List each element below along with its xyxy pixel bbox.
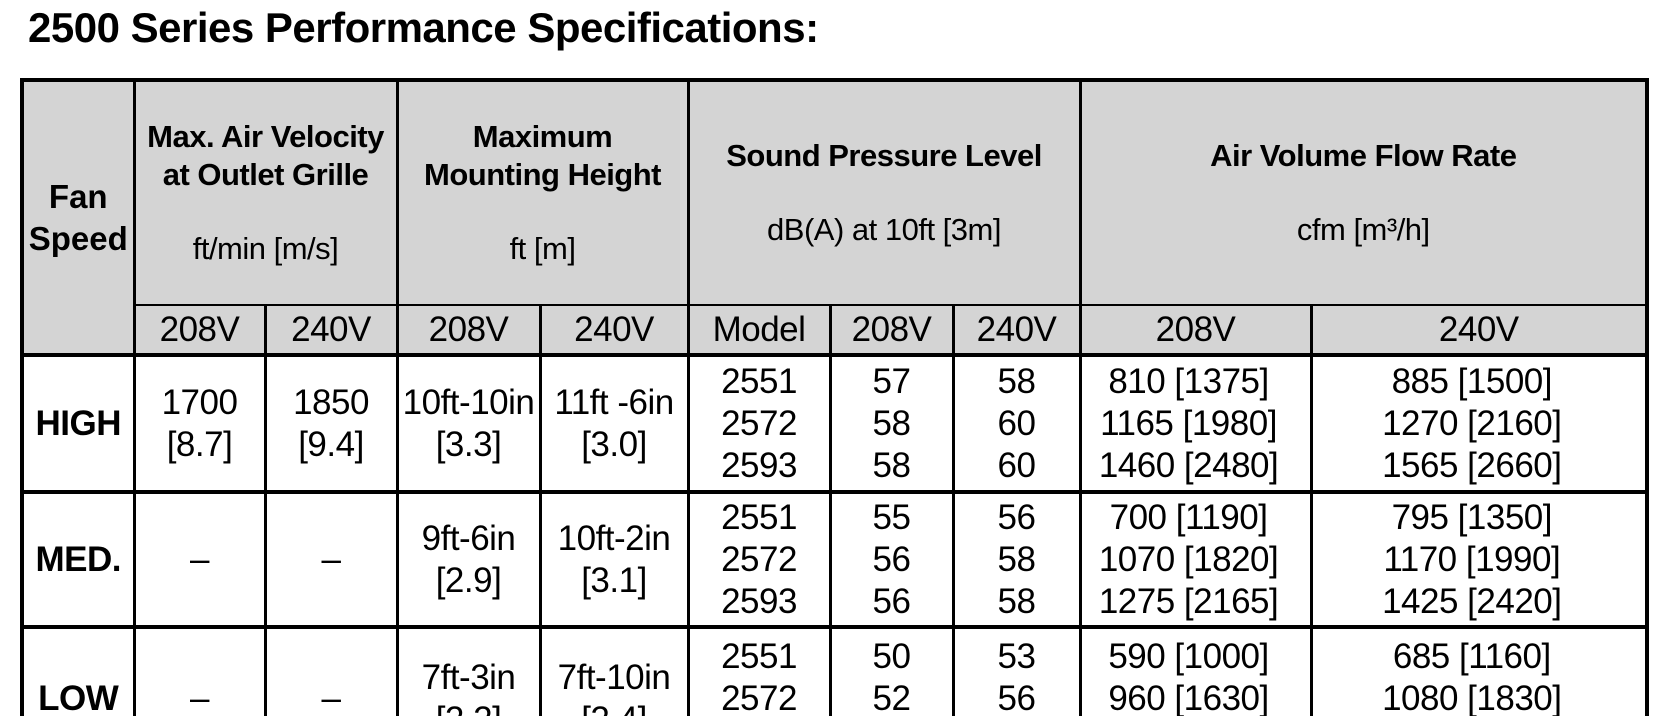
subheader-sound-240v: 240V <box>951 304 1082 357</box>
air-velocity-208v-cell: 1700 [8.7] <box>132 353 267 494</box>
page-title: 2500 Series Performance Specifications: <box>28 4 819 51</box>
models-cell: 2551 2572 2593 <box>686 353 832 494</box>
sound-208v-cell: 55 56 56 <box>828 490 955 629</box>
table-row-med: MED. – – 9ft-6in [2.9] 10ft-2in [3.1] 25… <box>20 490 1649 629</box>
airflow-240v-cell: 795 [1350] 1170 [1990] 1425 [2420] <box>1309 490 1649 629</box>
subheader-model: Model <box>686 304 832 357</box>
subheader-flow-208v: 208V <box>1078 304 1313 357</box>
airflow-240v-cell: 885 [1500] 1270 [2160] 1565 [2660] <box>1309 353 1649 494</box>
models-cell: 2551 2572 2593 <box>686 490 832 629</box>
header-mounting-height: Maximum Mounting Height ft [m] <box>395 78 690 306</box>
spec-table: Fan Speed Max. Air Velocity at Outlet Gr… <box>20 78 1650 716</box>
header-group-row: Fan Speed Max. Air Velocity at Outlet Gr… <box>20 78 1649 357</box>
sound-208v-cell: 57 58 58 <box>828 353 955 494</box>
air-velocity-208v-cell: – <box>132 490 267 629</box>
header-sound-pressure: Sound Pressure Level dB(A) at 10ft [3m] <box>686 78 1082 306</box>
header-sound-pressure-units: dB(A) at 10ft [3m] <box>767 212 1001 247</box>
sound-240v-cell: 53 56 56 <box>951 625 1082 716</box>
mounting-height-208v-cell: 7ft-3in [2.2] <box>395 625 542 716</box>
subheader-mount-240v: 240V <box>538 304 690 357</box>
header-air-volume: Air Volume Flow Rate cfm [m³/h] <box>1078 78 1649 306</box>
fan-speed-label: MED. <box>20 490 136 629</box>
table-row-low: LOW – – 7ft-3in [2.2] 7ft-10in [2.4] 255… <box>20 625 1649 716</box>
air-velocity-208v-cell: – <box>132 625 267 716</box>
fan-speed-label: HIGH <box>20 353 136 494</box>
airflow-240v-cell: 685 [1160] 1080 [1830] 1250 [2120] <box>1309 625 1649 716</box>
air-velocity-240v-cell: – <box>263 625 399 716</box>
header-fan-speed: Fan Speed <box>20 78 136 357</box>
header-air-volume-units: cfm [m³/h] <box>1296 212 1430 247</box>
header-mounting-height-title: Maximum Mounting Height <box>424 119 662 192</box>
mounting-height-208v-cell: 9ft-6in [2.9] <box>395 490 542 629</box>
header-air-velocity: Max. Air Velocity at Outlet Grille ft/mi… <box>132 78 399 306</box>
sound-240v-cell: 58 60 60 <box>951 353 1082 494</box>
mounting-height-240v-cell: 10ft-2in [3.1] <box>538 490 690 629</box>
fan-speed-label: LOW <box>20 625 136 716</box>
airflow-208v-cell: 590 [1000] 960 [1630] 1070 [1820] <box>1078 625 1313 716</box>
header-air-velocity-title: Max. Air Velocity at Outlet Grille <box>147 119 384 192</box>
header-air-volume-title: Air Volume Flow Rate <box>1210 138 1517 173</box>
sound-208v-cell: 50 52 52 <box>828 625 955 716</box>
subheader-velocity-208v: 208V <box>132 304 267 357</box>
header-sound-pressure-title: Sound Pressure Level <box>726 138 1042 173</box>
header-sub-row: 208V 240V 208V 240V Model 208V 240V 208V… <box>22 304 1649 357</box>
header-mounting-height-units: ft [m] <box>509 231 576 266</box>
models-cell: 2551 2572 2593 <box>686 625 832 716</box>
subheader-velocity-240v: 240V <box>263 304 399 357</box>
mounting-height-240v-cell: 11ft -6in [3.0] <box>538 353 690 494</box>
mounting-height-240v-cell: 7ft-10in [2.4] <box>538 625 690 716</box>
airflow-208v-cell: 700 [1190] 1070 [1820] 1275 [2165] <box>1078 490 1313 629</box>
sound-240v-cell: 56 58 58 <box>951 490 1082 629</box>
subheader-flow-240v: 240V <box>1309 304 1649 357</box>
mounting-height-208v-cell: 10ft-10in [3.3] <box>395 353 542 494</box>
table-row-high: HIGH 1700 [8.7] 1850 [9.4] 10ft-10in [3.… <box>20 353 1649 494</box>
subheader-mount-208v: 208V <box>395 304 542 357</box>
air-velocity-240v-cell: 1850 [9.4] <box>263 353 399 494</box>
air-velocity-240v-cell: – <box>263 490 399 629</box>
subheader-sound-208v: 208V <box>828 304 955 357</box>
header-air-velocity-units: ft/min [m/s] <box>192 231 339 266</box>
airflow-208v-cell: 810 [1375] 1165 [1980] 1460 [2480] <box>1078 353 1313 494</box>
